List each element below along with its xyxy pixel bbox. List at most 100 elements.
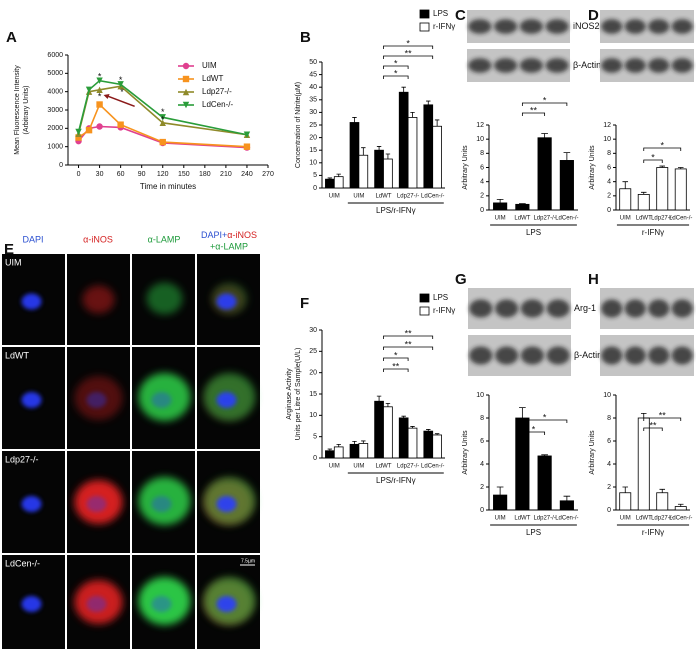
x-tick-label: 270: [262, 171, 274, 178]
bar: [537, 137, 552, 211]
bar: [349, 443, 360, 459]
marker: [182, 75, 190, 83]
x-tick-label: UIM: [353, 194, 364, 200]
blot-band: [469, 346, 493, 365]
blot-band: [601, 19, 623, 34]
x-tick-label: Ldp27-/-: [397, 194, 419, 200]
legend-label: LdCen-/-: [202, 100, 233, 109]
blot-band: [520, 299, 544, 318]
nucleus: [21, 293, 42, 310]
y-tick-label: 4: [480, 461, 484, 468]
error-bar: [376, 395, 382, 402]
y-tick-label: 4: [607, 179, 611, 186]
blot-band: [671, 299, 693, 318]
x-tick-label: LdWT: [636, 516, 652, 522]
bar: [358, 443, 369, 459]
bar: [619, 492, 632, 511]
x-tick-label: UIM: [495, 516, 506, 522]
marker: [182, 62, 190, 70]
x-tick-label: 120: [157, 171, 169, 178]
blot-band: [546, 299, 570, 318]
legend-label: LPS: [433, 9, 448, 18]
y-tick-label: 35: [309, 97, 317, 104]
y-axis-label: Concentration of Nitrite(µM): [295, 82, 302, 168]
significance-bracket: [383, 335, 434, 339]
significance-label: *: [394, 58, 398, 68]
error-bar: [426, 429, 431, 432]
x-tick-label: LdWT: [514, 516, 530, 522]
blot-band: [495, 299, 519, 318]
annotation: *: [119, 75, 123, 85]
x-tick-label: UIM: [329, 194, 340, 200]
significance-bracket: [521, 102, 568, 106]
bar: [559, 500, 574, 511]
panel-letter: G: [455, 271, 467, 288]
marker: [96, 86, 103, 94]
bar: [619, 188, 632, 211]
blot-band: [624, 346, 646, 365]
error-bar: [659, 165, 666, 168]
x-tick-label: LdCen-/-: [421, 464, 444, 470]
error-bar: [361, 440, 366, 444]
blot-band: [468, 19, 492, 34]
bar: [383, 406, 393, 459]
error-bar: [496, 486, 504, 496]
y-tick-label: 40: [309, 84, 317, 91]
y-tick-label: 10: [603, 392, 611, 399]
marker: [117, 81, 124, 88]
error-bar: [327, 448, 333, 451]
x-tick-label: 90: [138, 171, 146, 178]
y-tick-label: 20: [309, 134, 317, 141]
bar: [674, 506, 687, 511]
blot-band: [546, 346, 570, 365]
error-bar: [563, 152, 571, 161]
y-tick-label: 45: [309, 71, 317, 78]
blot-band: [519, 19, 543, 34]
bar: [493, 494, 508, 511]
blot-band: [601, 58, 623, 73]
y-tick-label: 6: [480, 438, 484, 445]
error-bar: [622, 181, 629, 189]
x-tick-label: LdCen-/-: [555, 516, 578, 522]
row-label: UIM: [5, 257, 22, 267]
series-line: [77, 79, 248, 136]
panel-letter: D: [588, 7, 599, 24]
error-bar: [385, 402, 391, 407]
significance-label: *: [532, 424, 536, 434]
blot-band: [624, 58, 646, 73]
y-tick-label: 25: [309, 122, 317, 129]
panel-letter: B: [300, 29, 311, 46]
panel-letter: C: [455, 7, 466, 24]
group-label: LPS: [526, 528, 541, 537]
significance-label: **: [405, 48, 413, 58]
error-bar: [352, 440, 357, 445]
marker: [182, 101, 190, 109]
row-label: LdCen-/-: [5, 558, 40, 568]
error-bar: [410, 112, 415, 118]
error-bar: [352, 117, 357, 123]
bar: [374, 149, 384, 189]
nucleus: [151, 596, 172, 612]
marker: [243, 143, 251, 150]
significance-label: *: [394, 68, 398, 78]
y-tick-label: 12: [603, 122, 611, 129]
stain-red: [82, 285, 115, 314]
y-tick-label: 2000: [47, 125, 63, 132]
bar: [423, 430, 434, 459]
y-tick-label: 10: [476, 136, 484, 143]
marker: [96, 77, 103, 84]
significance-bracket: [383, 346, 434, 350]
blot-band: [545, 19, 569, 34]
x-tick-label: UIM: [620, 516, 631, 522]
y-tick-label: 12: [476, 122, 484, 129]
significance-bracket: [383, 368, 409, 372]
error-bar: [541, 454, 548, 456]
bar: [432, 434, 442, 459]
y-tick-label: 2: [480, 193, 484, 200]
y-tick-label: 6: [607, 164, 611, 171]
x-tick-label: Ldp27-/-: [397, 464, 419, 470]
blot-band: [545, 58, 569, 73]
significance-bracket: [643, 147, 682, 151]
y-axis-label: Arbitrary Units: [462, 430, 469, 475]
significance-bracket: [521, 431, 546, 435]
